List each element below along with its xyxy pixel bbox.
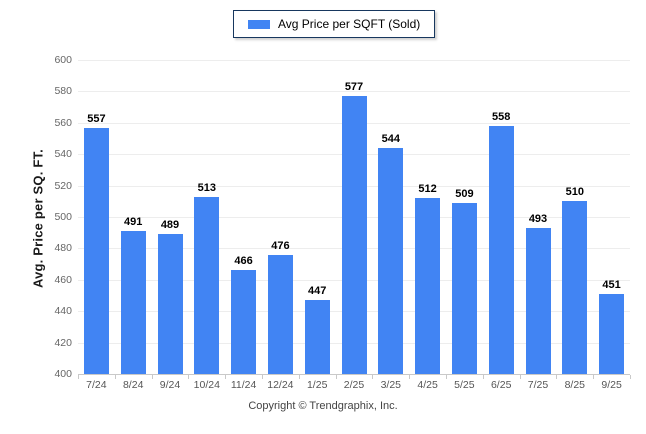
bar-value-label: 513 bbox=[197, 181, 216, 194]
x-tick-label: 8/24 bbox=[122, 379, 144, 391]
y-tick-label: 460 bbox=[54, 273, 72, 286]
legend-label: Avg Price per SQFT (Sold) bbox=[278, 17, 421, 31]
bar-value-label: 510 bbox=[565, 186, 584, 199]
axis-tick bbox=[335, 375, 337, 379]
axis-tick bbox=[114, 375, 116, 379]
bar-value-label: 493 bbox=[528, 212, 548, 225]
x-tick-label: 9/25 bbox=[601, 379, 622, 391]
axis-tick bbox=[298, 375, 300, 379]
bar bbox=[157, 234, 183, 374]
bar-value-label: 544 bbox=[381, 132, 400, 145]
bar bbox=[415, 198, 441, 374]
axis-tick bbox=[188, 375, 190, 379]
axis-tick bbox=[446, 375, 447, 379]
x-axis-baseline bbox=[78, 374, 630, 375]
bar bbox=[378, 147, 404, 374]
axis-tick bbox=[372, 375, 374, 379]
y-tick-label: 420 bbox=[54, 336, 72, 349]
bar-value-label: 447 bbox=[308, 285, 327, 298]
y-tick-label: 540 bbox=[54, 148, 72, 161]
y-tick-label: 500 bbox=[54, 211, 72, 223]
axis-tick bbox=[630, 375, 631, 379]
copyright-text: Copyright © Trendgraphix, Inc. bbox=[248, 400, 398, 412]
axis-tick bbox=[262, 375, 263, 379]
y-tick-label: 520 bbox=[54, 179, 72, 192]
bar bbox=[231, 270, 257, 374]
axis-tick bbox=[151, 375, 153, 379]
axis-tick bbox=[78, 375, 79, 379]
bar-value-label: 577 bbox=[344, 81, 364, 94]
x-tick-label: 10/24 bbox=[193, 379, 220, 391]
y-tick-label: 580 bbox=[54, 85, 72, 98]
bar-value-label: 489 bbox=[160, 219, 180, 232]
y-tick-label: 440 bbox=[54, 305, 72, 318]
bar bbox=[341, 96, 367, 374]
bar bbox=[267, 254, 293, 374]
axis-tick bbox=[482, 375, 484, 379]
x-tick-label: 7/25 bbox=[527, 379, 549, 391]
gridline bbox=[78, 91, 630, 93]
bar-value-label: 509 bbox=[455, 187, 474, 200]
bar-value-label: 466 bbox=[234, 255, 253, 268]
bar bbox=[488, 125, 514, 374]
x-tick-label: 1/25 bbox=[306, 379, 328, 391]
axis-tick bbox=[519, 375, 521, 379]
y-tick-label: 560 bbox=[54, 116, 72, 129]
x-tick-label: 9/24 bbox=[159, 379, 181, 391]
bar-value-label: 451 bbox=[602, 278, 621, 291]
axis-tick bbox=[225, 375, 227, 379]
x-tick-label: 6/25 bbox=[490, 379, 512, 391]
bar bbox=[120, 231, 146, 374]
x-tick-label: 3/25 bbox=[380, 379, 402, 391]
bar-value-label: 558 bbox=[492, 110, 511, 123]
y-tick-label: 480 bbox=[54, 242, 72, 255]
bar-value-label: 557 bbox=[87, 112, 106, 125]
bar bbox=[194, 196, 220, 374]
y-tick-label: 600 bbox=[54, 54, 72, 66]
x-tick-label: 8/25 bbox=[564, 379, 586, 391]
bar-value-label: 476 bbox=[271, 239, 290, 252]
x-tick-label: 12/24 bbox=[267, 379, 294, 391]
legend-swatch-icon bbox=[248, 19, 270, 29]
legend: Avg Price per SQFT (Sold) bbox=[233, 10, 436, 38]
bar-value-label: 512 bbox=[418, 183, 437, 196]
bar bbox=[525, 227, 551, 374]
x-tick-label: 11/24 bbox=[230, 379, 257, 391]
y-tick-label: 400 bbox=[54, 368, 72, 380]
bar bbox=[599, 293, 625, 374]
bar-value-label: 491 bbox=[124, 216, 143, 229]
x-tick-label: 2/25 bbox=[343, 379, 365, 391]
bar bbox=[451, 202, 477, 374]
axis-tick bbox=[593, 375, 595, 379]
x-tick-label: 4/25 bbox=[417, 379, 438, 391]
axis-tick bbox=[556, 375, 558, 379]
gridline bbox=[78, 60, 630, 61]
bar bbox=[304, 300, 330, 374]
axis-tick bbox=[409, 375, 411, 379]
bar bbox=[83, 127, 109, 374]
bar bbox=[562, 201, 588, 374]
x-tick-label: 7/24 bbox=[86, 379, 107, 391]
x-tick-label: 5/25 bbox=[454, 379, 475, 391]
